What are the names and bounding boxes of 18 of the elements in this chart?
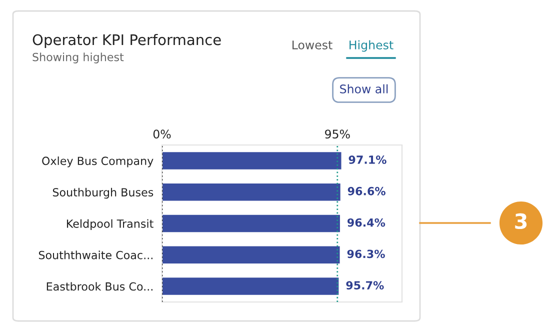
y-tick-label: Oxley Bus Company (42, 156, 154, 168)
data-label: 97.1% (348, 156, 386, 164)
data-label: 96.4% (347, 218, 386, 227)
chart-title: Operator KPI Performance (32, 34, 221, 48)
data-label: 95.7% (346, 281, 384, 290)
x-tick-label: 95% (325, 130, 350, 139)
y-tick-label: Southburgh Buses (52, 188, 154, 199)
y-tick-label: Keldpool Transit (66, 219, 154, 230)
data-label: 96.6% (348, 186, 386, 196)
y-tick-label: Souththwaite Coac... (38, 250, 152, 260)
text: Show all (340, 84, 388, 94)
chart-subtitle: Showing highest (32, 52, 124, 64)
x-tick-label: 0% (153, 130, 171, 139)
text: Highest (350, 40, 394, 52)
text: 3 (515, 213, 527, 230)
data-label: 96.3% (347, 250, 385, 258)
y-tick-label: Eastbrook Bus Co... (46, 282, 152, 291)
text: Lowest (292, 40, 332, 50)
